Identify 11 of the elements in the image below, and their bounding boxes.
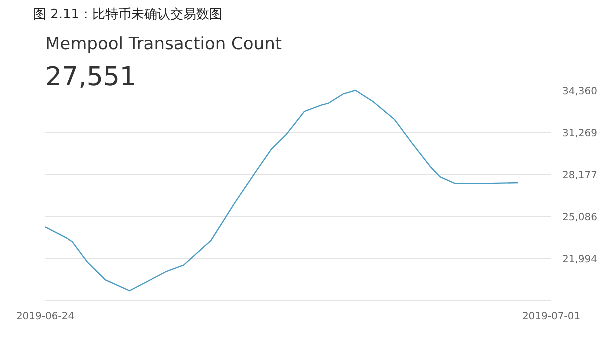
x-tick-label: 2019-07-01: [522, 312, 581, 322]
annotation: 27,551: [46, 62, 136, 92]
chart-title: 图 2.11：比特币未确认交易数图: [34, 6, 223, 22]
chart-subtitle: Mempool Transaction Count: [46, 34, 282, 54]
y-tick-label: 28,177: [562, 170, 598, 182]
y-tick-label: 34,360: [562, 86, 598, 98]
line-series: [46, 90, 519, 292]
x-tick-label: 2019-06-24: [16, 312, 75, 322]
y-tick-label: 25,086: [562, 212, 598, 224]
y-tick-label: 21,994: [562, 254, 598, 266]
y-tick-label: 31,269: [562, 128, 598, 140]
